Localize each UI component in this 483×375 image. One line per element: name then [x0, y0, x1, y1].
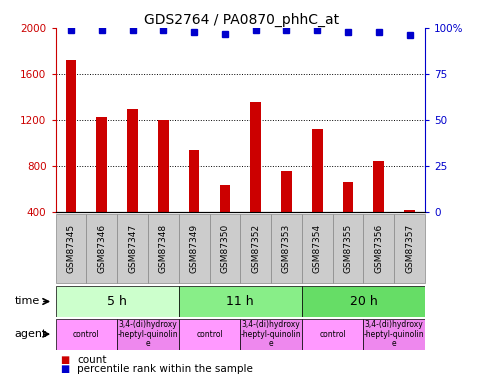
Bar: [66, 60, 76, 212]
Text: GSM87349: GSM87349: [190, 224, 199, 273]
Bar: [271, 214, 302, 283]
Bar: [158, 120, 169, 212]
Bar: [56, 214, 86, 283]
Bar: [312, 129, 323, 212]
Bar: [179, 319, 240, 350]
Text: GSM87353: GSM87353: [282, 224, 291, 273]
Text: time: time: [14, 297, 40, 306]
Text: 3,4-(di)hydroxy
-heptyl-quinolin
e: 3,4-(di)hydroxy -heptyl-quinolin e: [364, 320, 425, 348]
Text: GSM87354: GSM87354: [313, 224, 322, 273]
Text: GSM87355: GSM87355: [343, 224, 353, 273]
Text: control: control: [319, 330, 346, 339]
Text: 11 h: 11 h: [227, 295, 254, 308]
Text: ■: ■: [60, 355, 70, 364]
Text: agent: agent: [14, 329, 47, 339]
Text: GSM87345: GSM87345: [67, 224, 75, 273]
Bar: [240, 214, 271, 283]
Bar: [333, 214, 364, 283]
Bar: [148, 214, 179, 283]
Text: percentile rank within the sample: percentile rank within the sample: [77, 364, 253, 374]
Text: GSM87347: GSM87347: [128, 224, 137, 273]
Bar: [127, 108, 138, 212]
Bar: [302, 214, 333, 283]
Bar: [56, 286, 179, 317]
Text: 3,4-(di)hydroxy
-heptyl-quinolin
e: 3,4-(di)hydroxy -heptyl-quinolin e: [117, 320, 178, 348]
Text: GSM87352: GSM87352: [251, 224, 260, 273]
Bar: [373, 161, 384, 212]
Bar: [210, 214, 240, 283]
Text: ■: ■: [60, 364, 70, 374]
Bar: [219, 186, 230, 212]
Text: GDS2764 / PA0870_phhC_at: GDS2764 / PA0870_phhC_at: [144, 13, 339, 27]
Bar: [189, 150, 199, 212]
Bar: [281, 171, 292, 212]
Text: GSM87357: GSM87357: [405, 224, 414, 273]
Text: GSM87356: GSM87356: [374, 224, 384, 273]
Text: GSM87348: GSM87348: [159, 224, 168, 273]
Bar: [364, 214, 394, 283]
Text: 20 h: 20 h: [350, 295, 377, 308]
Bar: [56, 319, 117, 350]
Bar: [364, 319, 425, 350]
Bar: [342, 182, 354, 212]
Bar: [250, 102, 261, 212]
Bar: [241, 319, 302, 350]
Bar: [179, 286, 302, 317]
Bar: [302, 286, 425, 317]
Bar: [86, 214, 117, 283]
Text: GSM87346: GSM87346: [97, 224, 106, 273]
Bar: [394, 214, 425, 283]
Bar: [117, 214, 148, 283]
Text: 3,4-(di)hydroxy
-heptyl-quinolin
e: 3,4-(di)hydroxy -heptyl-quinolin e: [241, 320, 301, 348]
Bar: [179, 214, 210, 283]
Text: control: control: [196, 330, 223, 339]
Bar: [117, 319, 179, 350]
Text: control: control: [73, 330, 99, 339]
Text: 5 h: 5 h: [107, 295, 127, 308]
Bar: [404, 210, 415, 212]
Text: count: count: [77, 355, 107, 364]
Bar: [96, 117, 107, 212]
Bar: [302, 319, 364, 350]
Text: GSM87350: GSM87350: [220, 224, 229, 273]
